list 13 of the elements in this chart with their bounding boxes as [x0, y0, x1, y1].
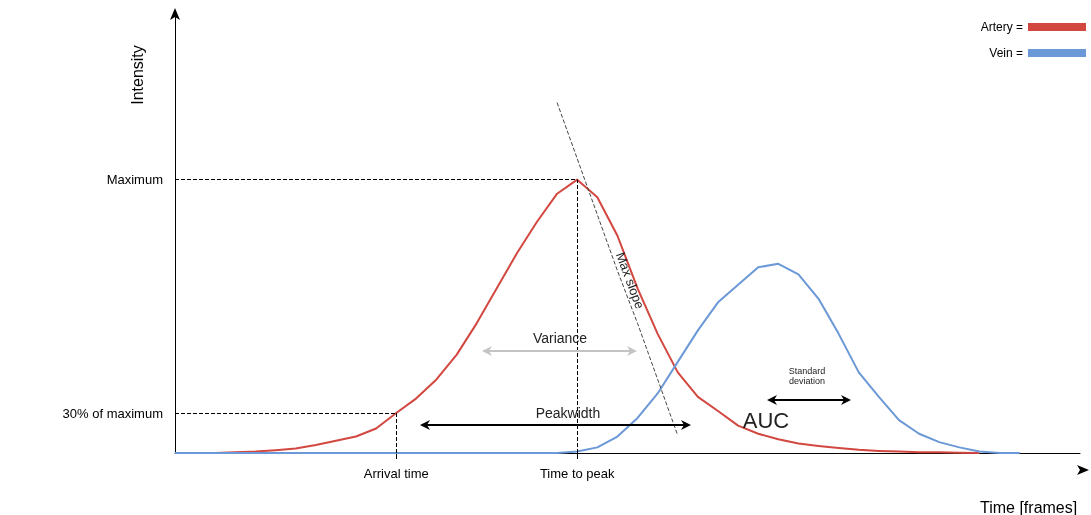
ref-line-label: 30% of maximum: [62, 405, 163, 421]
y-axis-title: Intensity: [128, 45, 146, 105]
legend-label: Artery =: [980, 20, 1023, 34]
legend-label: Vein =: [989, 46, 1023, 60]
annotation: AUC: [742, 408, 790, 433]
x-tick-label: Arrival time: [363, 466, 429, 481]
x-axis-title: Time [frames]: [980, 498, 1078, 515]
ref-line-label: Maximum: [106, 172, 163, 188]
annotation: Standard deviation: [788, 366, 826, 387]
annotation: Max slope: [613, 250, 648, 311]
x-tick-label: Time to peak: [539, 466, 616, 481]
annotation: Variance: [532, 330, 588, 346]
annotation: Peakwidth: [535, 405, 601, 421]
